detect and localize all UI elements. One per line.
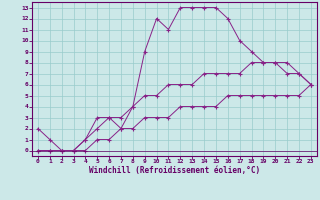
X-axis label: Windchill (Refroidissement éolien,°C): Windchill (Refroidissement éolien,°C) [89,166,260,175]
